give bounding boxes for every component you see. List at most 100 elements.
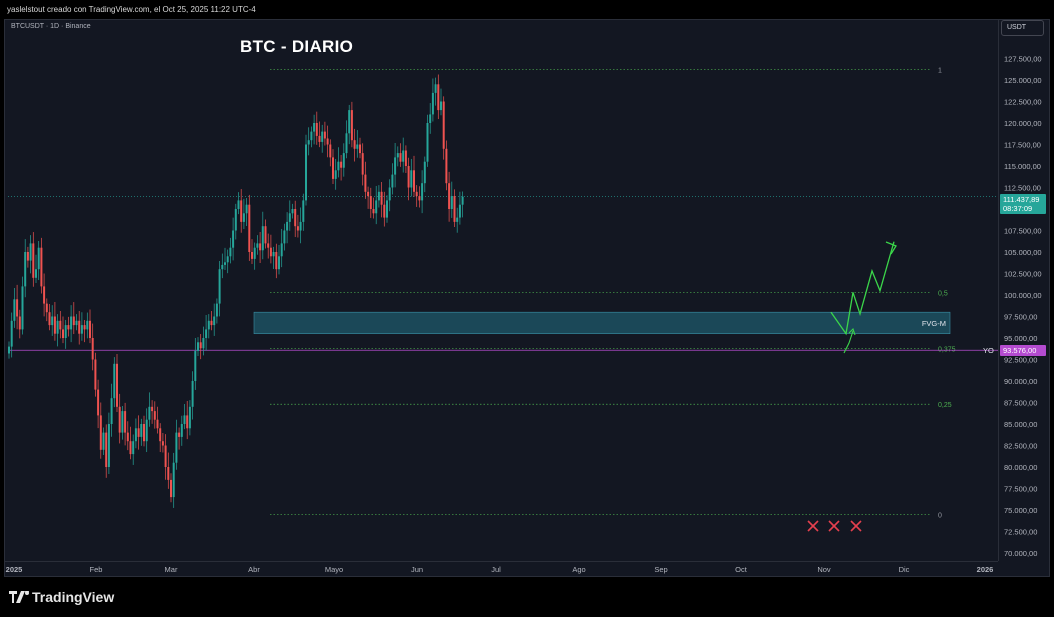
x-tick-label: Jun <box>411 565 423 574</box>
y-tick-label: 90.000,00 <box>1004 377 1037 386</box>
attribution-text: yaslelstout creado con TradingView.com, … <box>7 5 256 14</box>
candle-body <box>396 153 399 158</box>
x-tick-label: Mar <box>165 565 178 574</box>
y-tick-label: 87.500,00 <box>1004 399 1037 408</box>
currency-button[interactable]: USDT <box>1001 20 1044 36</box>
candle-body <box>99 415 102 450</box>
candle-body <box>205 329 208 338</box>
y-tick-label: 80.000,00 <box>1004 463 1037 472</box>
candle-body <box>183 415 186 424</box>
candle-body <box>302 200 305 222</box>
candle-body <box>310 131 313 141</box>
candle-body <box>278 256 280 270</box>
candle-body <box>91 338 94 360</box>
candle-body <box>48 312 51 326</box>
candle-body <box>321 131 324 142</box>
candle-body <box>132 441 135 455</box>
candle-body <box>296 226 299 231</box>
candle-body <box>191 381 194 407</box>
candle-body <box>129 441 132 455</box>
candle-body <box>410 170 413 188</box>
x-tick-label: Nov <box>817 565 831 574</box>
chart-pane[interactable] <box>4 19 1050 577</box>
candle-body <box>124 411 127 433</box>
candle-body <box>348 110 351 134</box>
candle-body <box>242 213 245 222</box>
candle-body <box>188 406 191 429</box>
candle-body <box>75 320 78 326</box>
y-tick-label: 72.500,00 <box>1004 528 1037 537</box>
currency-label: USDT <box>1007 24 1027 31</box>
candle-body <box>329 144 332 158</box>
candle-body <box>43 286 46 304</box>
candle-body <box>113 363 116 399</box>
candle-body <box>159 428 162 442</box>
y-tick-label: 77.500,00 <box>1004 485 1037 494</box>
candle-body <box>213 316 216 326</box>
candle-body <box>421 183 424 201</box>
y-tick-label: 127.500,00 <box>1004 55 1042 64</box>
candle-body <box>29 243 32 261</box>
candle-body <box>407 166 410 188</box>
candle-body <box>437 84 440 111</box>
bar-countdown: 08:37:09 <box>1003 204 1033 213</box>
candle-body <box>137 428 140 437</box>
candle-body <box>140 424 143 437</box>
candle-body <box>364 174 367 192</box>
fib-level-label: 1 <box>938 68 942 75</box>
candle-body <box>143 424 145 442</box>
candle-body <box>399 153 402 162</box>
candle-body <box>264 226 267 244</box>
candle-body <box>334 170 337 179</box>
candle-body <box>305 144 307 201</box>
projection-small-arrowhead <box>848 327 856 336</box>
candle-body <box>21 286 24 330</box>
candle-body <box>240 200 243 222</box>
candle-body <box>326 138 329 145</box>
candle-body <box>418 196 421 201</box>
candle-body <box>234 209 237 231</box>
candle-body <box>167 467 170 480</box>
candle-body <box>458 204 461 218</box>
y-tick-label: 97.500,00 <box>1004 313 1037 322</box>
candle-body <box>337 161 340 171</box>
tradingview-logo-icon[interactable] <box>9 591 29 603</box>
x-tick-label: Oct <box>735 565 748 574</box>
candle-body <box>307 140 310 145</box>
cross-mark-icon <box>807 520 819 532</box>
candle-body <box>377 191 380 201</box>
candle-body <box>56 320 59 334</box>
candle-body <box>80 325 83 334</box>
candle-body <box>248 204 251 252</box>
candle-body <box>145 419 148 442</box>
candle-body <box>62 329 64 338</box>
candle-body <box>434 84 437 93</box>
candle-body <box>415 191 418 197</box>
candle-body <box>332 157 334 179</box>
candle-body <box>245 204 248 214</box>
candle-body <box>404 150 407 166</box>
candle-body <box>105 432 108 467</box>
candle-body <box>37 247 40 270</box>
yo-line-label: YO <box>983 346 994 355</box>
candle-body <box>391 174 394 188</box>
candle-body <box>261 226 264 251</box>
candle-body <box>313 123 316 132</box>
candle-body <box>210 320 213 326</box>
candle-body <box>359 144 361 154</box>
candle-body <box>10 320 13 347</box>
candle-body <box>294 209 297 227</box>
candle-body <box>97 389 100 416</box>
candle-body <box>229 247 232 257</box>
candle-body <box>59 320 62 330</box>
candle-body <box>461 196 464 205</box>
tradingview-logo-text[interactable]: TradingView <box>32 589 115 605</box>
x-tick-label: Abr <box>248 565 260 574</box>
symbol-legend[interactable]: BTCUSDT · 1D · Binance <box>11 23 91 30</box>
candle-body <box>218 269 221 304</box>
chart-title: BTC - DIARIO <box>240 37 354 56</box>
candle-body <box>350 110 353 141</box>
candle-body <box>456 217 459 222</box>
candle-body <box>386 200 388 218</box>
